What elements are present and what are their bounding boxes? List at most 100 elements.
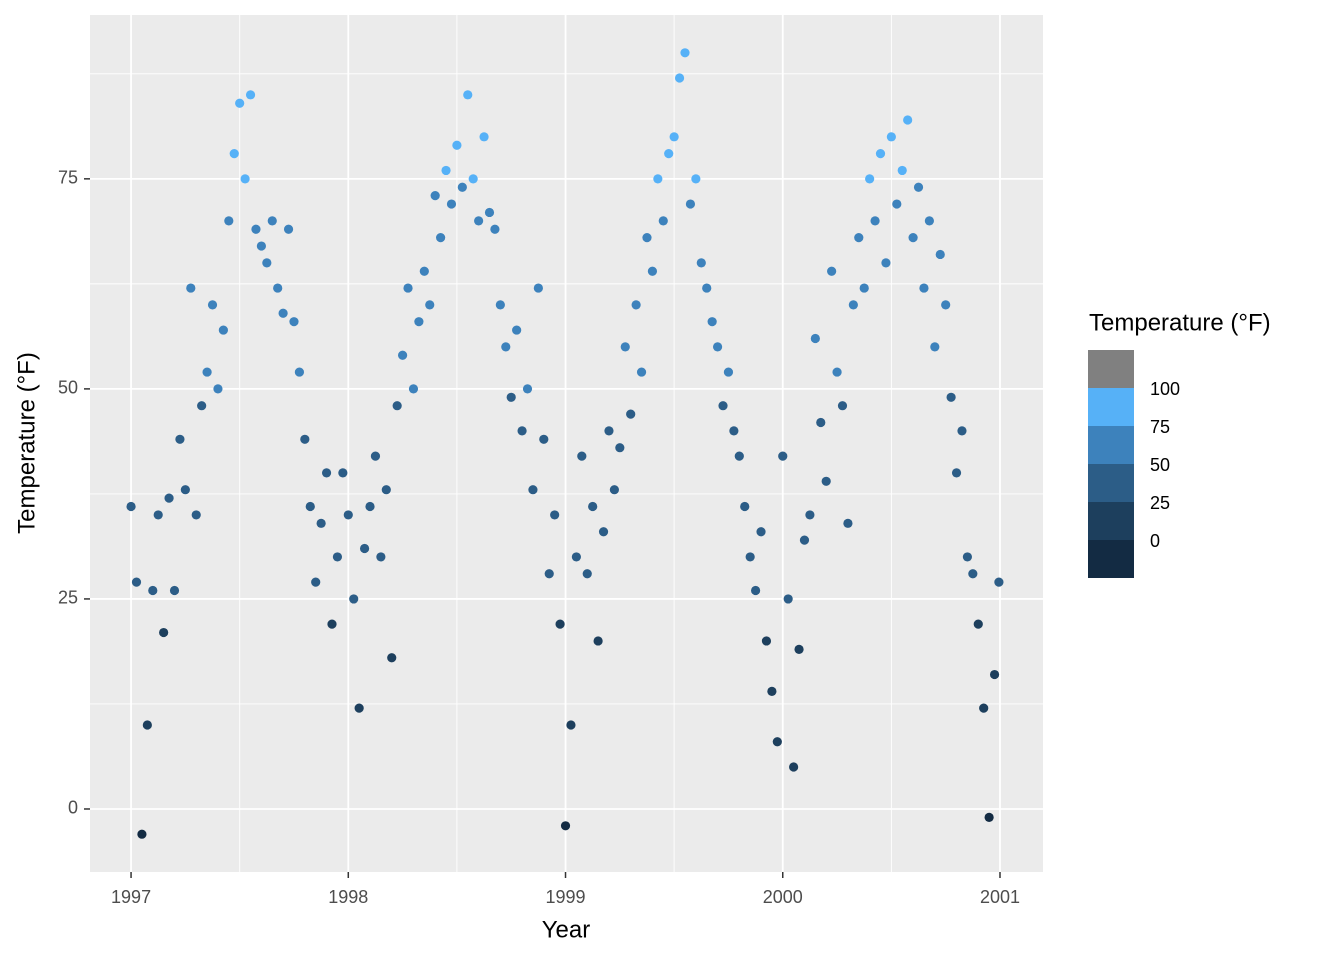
x-tick-label: 2001 xyxy=(980,887,1020,907)
point xyxy=(327,619,337,629)
point xyxy=(495,300,505,310)
point xyxy=(311,577,321,587)
point xyxy=(994,577,1004,587)
point xyxy=(376,552,386,562)
legend-label: 50 xyxy=(1150,455,1170,475)
point xyxy=(903,115,913,125)
point xyxy=(305,501,315,512)
point xyxy=(240,174,250,184)
point xyxy=(484,207,495,218)
point xyxy=(571,552,581,562)
point xyxy=(256,241,266,251)
point xyxy=(604,426,614,436)
point xyxy=(821,476,831,486)
point xyxy=(245,90,256,100)
point xyxy=(913,182,924,192)
y-tick-label: 0 xyxy=(68,798,78,818)
legend-label: 75 xyxy=(1150,417,1170,437)
point xyxy=(262,258,272,268)
point xyxy=(957,426,967,436)
point xyxy=(338,468,348,478)
point xyxy=(202,367,212,377)
point xyxy=(229,149,239,159)
point xyxy=(642,233,652,243)
point xyxy=(381,485,391,495)
point xyxy=(827,266,837,276)
point xyxy=(761,636,772,646)
x-axis-title: Year xyxy=(542,916,591,943)
point xyxy=(946,392,956,402)
point xyxy=(370,451,381,461)
point xyxy=(468,174,478,184)
point xyxy=(593,636,603,646)
point xyxy=(930,342,940,352)
point xyxy=(745,552,755,562)
point xyxy=(550,510,560,520)
point xyxy=(951,468,962,478)
point xyxy=(441,165,451,176)
point xyxy=(935,249,945,260)
point xyxy=(816,417,826,428)
point xyxy=(506,392,516,402)
point xyxy=(919,283,929,293)
y-tick-label: 25 xyxy=(58,588,78,608)
point xyxy=(837,401,848,411)
point xyxy=(979,703,989,713)
point xyxy=(740,501,750,512)
point xyxy=(131,577,142,587)
point xyxy=(734,451,744,461)
point xyxy=(609,485,619,495)
point xyxy=(941,300,951,310)
point xyxy=(560,821,571,831)
point xyxy=(751,585,761,596)
point xyxy=(620,342,630,352)
point xyxy=(647,266,658,276)
point xyxy=(321,468,332,478)
point xyxy=(186,283,196,293)
point xyxy=(289,317,299,327)
point xyxy=(756,527,766,537)
point xyxy=(924,216,934,226)
point xyxy=(436,233,446,243)
point xyxy=(989,669,1000,680)
point xyxy=(783,594,793,604)
point xyxy=(213,384,223,394)
point xyxy=(653,174,663,184)
point xyxy=(300,434,310,444)
point xyxy=(984,812,994,822)
x-tick-label: 2000 xyxy=(763,887,803,907)
point xyxy=(191,510,201,520)
grid xyxy=(90,15,1043,872)
point xyxy=(430,191,440,201)
point xyxy=(897,165,907,176)
point xyxy=(658,216,668,226)
point xyxy=(218,325,228,335)
point xyxy=(886,132,896,142)
point xyxy=(235,98,245,108)
point xyxy=(197,401,207,411)
point xyxy=(148,585,158,596)
legend: 0 25 50 75 100 xyxy=(1088,350,1180,578)
y-tick-label: 50 xyxy=(58,378,78,398)
point xyxy=(137,829,147,839)
x-tick-label: 1998 xyxy=(328,887,368,907)
point xyxy=(598,527,609,537)
point xyxy=(332,552,343,562)
point xyxy=(159,627,169,638)
point xyxy=(778,451,788,461)
point xyxy=(870,216,880,226)
legend-key xyxy=(1088,540,1134,578)
point xyxy=(892,199,902,209)
y-axis-title: Temperature (°F) xyxy=(13,352,40,534)
point xyxy=(588,501,598,512)
point xyxy=(664,149,674,159)
point xyxy=(397,350,408,360)
y-tick-label: 75 xyxy=(58,168,78,188)
point xyxy=(636,367,647,377)
point xyxy=(626,409,636,419)
point xyxy=(463,90,473,100)
point xyxy=(175,434,185,444)
point xyxy=(501,342,511,352)
point xyxy=(414,317,424,327)
point xyxy=(865,174,875,184)
